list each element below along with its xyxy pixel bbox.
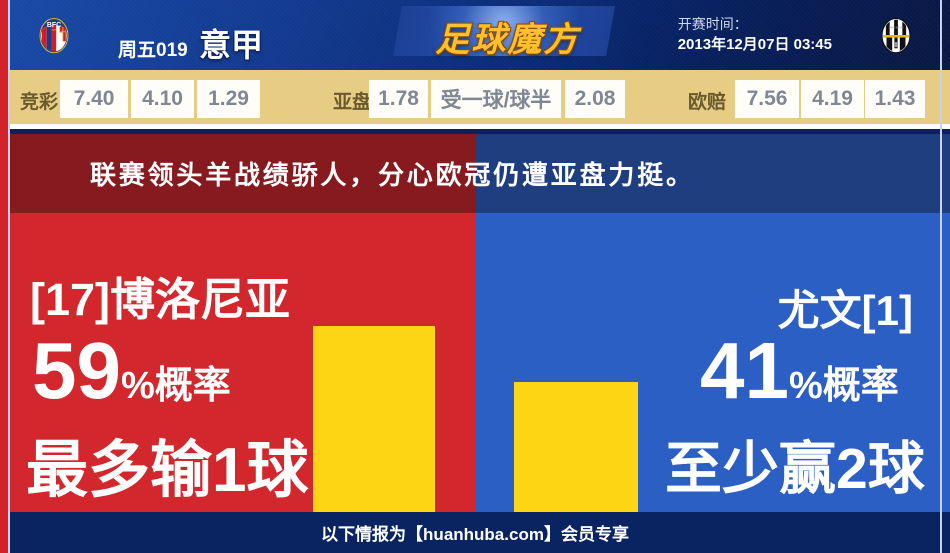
svg-text:1909: 1909 [51,29,57,32]
svg-text:JUVENTUS: JUVENTUS [889,27,904,30]
svg-text:BFC: BFC [47,22,61,29]
